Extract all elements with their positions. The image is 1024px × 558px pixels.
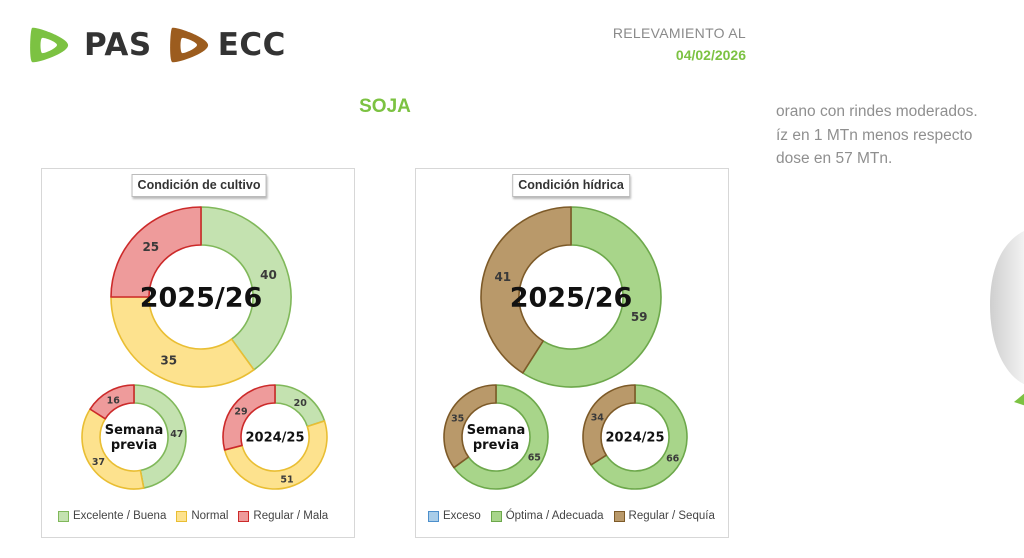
logo-text-ecc: ECC (217, 27, 286, 63)
data-label: 37 (92, 457, 105, 468)
data-label: 25 (142, 240, 159, 254)
legend-label: Óptima / Adecuada (505, 510, 604, 522)
legend-swatch-icon (490, 510, 502, 522)
legend-item-regular-mala: Regular / Mala (238, 510, 328, 522)
pas-logo-icon (30, 27, 69, 63)
data-label: 66 (666, 454, 680, 465)
donut-slice-regular-sequia (443, 384, 497, 469)
donut-slice-regular-mala (89, 384, 135, 420)
data-label: 16 (107, 395, 121, 406)
data-label: 35 (160, 353, 177, 367)
legend-item-excelente-buena: Excelente / Buena (58, 510, 166, 522)
data-label: 34 (591, 412, 605, 423)
side-text-line-2: íz en 1 MTn menos respecto (776, 127, 973, 144)
donut-slice-excelente-buena (133, 384, 187, 489)
report-label: RELEVAMIENTO AL (612, 25, 746, 41)
ecc-logo-icon (169, 27, 208, 63)
legend-label: Exceso (443, 510, 481, 522)
donut-center-label: 2025/26 (510, 283, 633, 314)
donut-slice-normal (110, 296, 255, 388)
donut-center-label: Semana previa (105, 423, 164, 453)
data-label: 29 (234, 407, 247, 418)
legend-item-regular-sequia: Regular / Sequía (613, 510, 715, 522)
brand-logo: PAS ECC (26, 24, 286, 66)
chart-title-condicion-hidrica: Condición hídrica (512, 174, 630, 197)
report-date: 04/02/2026 (675, 47, 746, 63)
data-label: 59 (631, 310, 648, 324)
legend-label: Regular / Sequía (628, 510, 715, 522)
legend-item-normal: Normal (176, 510, 228, 522)
donut-center-label: 2024/25 (605, 431, 664, 446)
donut-slice-optima-adecuada (590, 384, 688, 490)
legend-condicion-hidrica: Exceso Óptima / Adecuada Regular / Sequí… (428, 510, 715, 522)
donut-slice-normal (223, 420, 328, 490)
donut-condicion-de-cultivo-2024-25: 20 51 29 2024/25 (222, 384, 328, 490)
donut-slice-excelente-buena (200, 206, 292, 371)
decorative-shape (990, 231, 1024, 406)
legend-label: Normal (191, 510, 229, 522)
legend-condicion-cultivo: Excelente / Buena Normal Regular / Mala (58, 510, 328, 522)
donut-condicion-de-cultivo-2025-26: 40 35 25 2025/26 (110, 206, 292, 388)
data-label: 20 (294, 398, 308, 409)
donut-slice-optima-adecuada (453, 384, 549, 490)
donut-slice-optima-adecuada (521, 206, 662, 388)
legend-item-optima-adecuada: Óptima / Adecuada (490, 510, 604, 522)
side-text-line-1: orano con rindes moderados. (776, 103, 978, 120)
data-label: 51 (280, 474, 293, 485)
legend-label: Excelente / Buena (73, 510, 167, 522)
legend-swatch-icon (176, 510, 188, 522)
data-label: 41 (494, 270, 511, 284)
data-label: 65 (528, 453, 541, 464)
chart-title-condicion-cultivo: Condición de cultivo (131, 174, 267, 197)
data-label: 35 (451, 413, 464, 424)
donut-slice-regular-mala (110, 206, 202, 298)
side-text-line-3: dose en 57 MTn. (776, 150, 893, 167)
legend-label: Regular / Mala (253, 510, 329, 522)
data-label: 40 (260, 268, 277, 282)
donut-center-label: 2024/25 (245, 431, 304, 446)
legend-swatch-icon (613, 510, 625, 522)
crop-title: SOJA (359, 96, 411, 117)
donut-center-label: 2025/26 (140, 283, 263, 314)
donut-condicion-de-cultivo-semana-previa: 47 37 16 Semana previa (81, 384, 187, 490)
legend-swatch-icon (58, 510, 69, 522)
donut-center-label: Semana previa (467, 423, 526, 453)
logo-text-pas: PAS (84, 27, 152, 63)
legend-swatch-icon (428, 510, 439, 522)
legend-item-exceso: Exceso (428, 510, 481, 522)
donut-slice-regular-sequia (582, 384, 636, 466)
legend-swatch-icon (238, 510, 250, 522)
donut-slice-regular-sequia (480, 206, 572, 374)
donut-slice-regular-mala (222, 384, 276, 451)
data-label: 47 (170, 429, 183, 440)
